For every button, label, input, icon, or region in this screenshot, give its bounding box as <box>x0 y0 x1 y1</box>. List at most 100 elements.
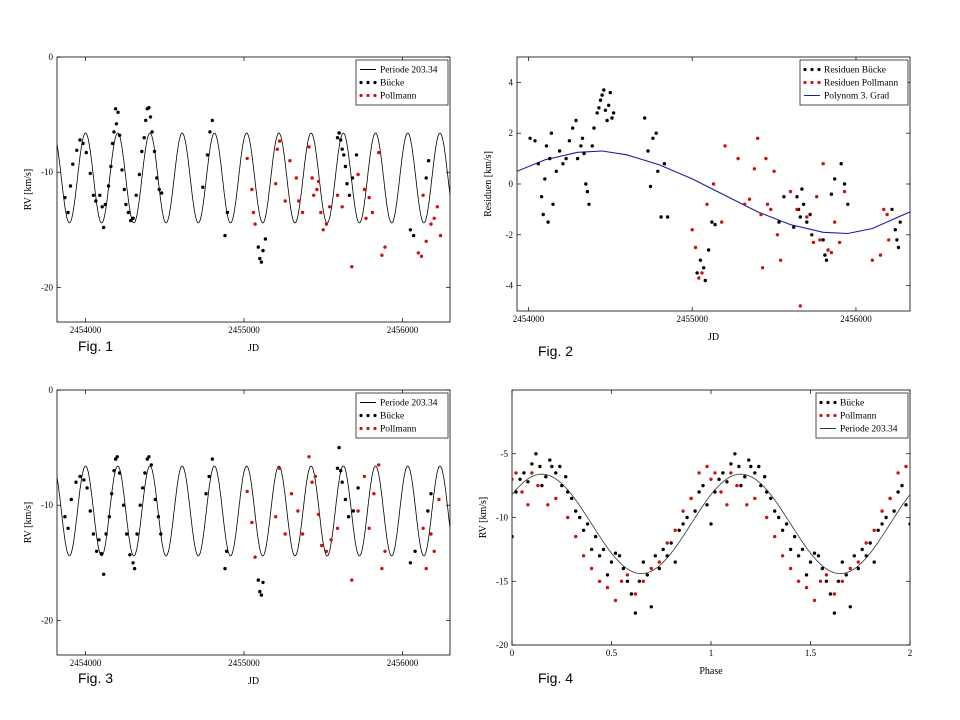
fig2-data-point <box>564 156 568 161</box>
fig4-data-point <box>804 573 809 577</box>
fig1-data-point <box>71 162 75 166</box>
fig4-legend <box>815 392 909 439</box>
fig4-data-point <box>649 566 653 571</box>
fig4-xtick-label: 0 <box>510 648 515 658</box>
fig4-data-point <box>880 522 884 526</box>
fig2-data-point <box>824 258 829 262</box>
fig1-data-point <box>424 239 428 243</box>
fig3-data-point <box>121 503 126 507</box>
fig4-data-point <box>681 522 685 526</box>
fig4-data-point <box>749 464 753 469</box>
fig2-data-point <box>602 88 606 92</box>
fig1-data-point <box>81 141 85 146</box>
fig3-xlabel: JD <box>248 676 259 687</box>
fig4-data-point <box>904 464 908 469</box>
fig4-data-point <box>530 462 534 466</box>
fig2-data-point <box>605 118 609 123</box>
fig4-ytick-label: -20 <box>496 640 508 650</box>
fig1-data-point <box>68 184 73 188</box>
fig2-data-point <box>582 151 586 156</box>
fig4-data-point <box>514 490 518 494</box>
fig4-ytick-label: -10 <box>496 513 508 523</box>
fig4-data-point <box>745 503 749 507</box>
fig4-data-point <box>753 471 757 475</box>
fig4-data-point <box>733 452 737 456</box>
fig2-data-point <box>561 162 565 166</box>
fig2-data-point <box>528 136 532 140</box>
fig3-xtick-label: 2454000 <box>70 658 102 668</box>
fig2-data-point <box>805 215 809 219</box>
fig4-data-point <box>725 480 729 484</box>
fig4-data-point <box>548 458 552 462</box>
fig3-label: Fig. 3 <box>78 670 114 686</box>
fig4-data-point <box>765 490 769 494</box>
fig2-data-point <box>878 253 883 257</box>
fig3-legend <box>355 392 449 439</box>
fig2-data-point <box>842 182 847 186</box>
fig4-data-point <box>713 490 717 494</box>
fig4-data-point <box>697 471 701 475</box>
fig3-xtick-label: 2455000 <box>228 658 260 668</box>
fig3-data-point <box>110 492 114 496</box>
fig4-data-point <box>538 464 542 469</box>
fig3-data-point <box>437 497 441 502</box>
fig2-data-point <box>720 220 724 224</box>
fig3-data-point <box>413 549 417 553</box>
fig3-data-point <box>115 455 119 459</box>
fig4-data-point <box>792 534 797 539</box>
fig1-series-red <box>245 139 443 269</box>
fig1-legend <box>355 59 449 106</box>
fig4-data-point <box>796 579 801 583</box>
fig3-data-point <box>313 474 317 479</box>
fig4-data-point <box>759 483 763 488</box>
fig4-data-point <box>530 471 534 475</box>
fig1-xtick-label: 2454000 <box>70 325 102 335</box>
fig4-data-point <box>769 496 773 501</box>
fig2-data-point <box>584 182 588 186</box>
fig2-data-point <box>833 220 837 224</box>
fig4-data-point <box>900 483 904 488</box>
fig2-data-point <box>665 215 670 219</box>
fig4-data-point <box>747 458 751 462</box>
fig2-data-point <box>837 240 842 245</box>
fig1-data-point <box>297 199 301 203</box>
fig1-data-point <box>263 237 268 241</box>
fig2-data-point <box>893 228 897 232</box>
fig3-data-point <box>421 526 425 530</box>
fig4-data-point <box>876 528 880 532</box>
fig2-ylabel: Residuen [km/s] <box>483 151 494 217</box>
fig1-data-point <box>253 222 257 226</box>
fig3-legend-dot-swatch <box>359 426 363 431</box>
fig4-data-point <box>818 579 823 583</box>
fig3-data-point <box>204 492 208 496</box>
fig2-data-point <box>574 118 578 123</box>
fig1-data-point <box>411 233 416 238</box>
fig1-data-point <box>408 228 413 232</box>
fig1-data-point <box>112 130 116 134</box>
fig2-data-point <box>536 162 540 166</box>
fig1-data-point <box>129 218 133 223</box>
fig2-xtick-label: 2455000 <box>676 314 708 324</box>
fig4-data-point <box>526 503 530 507</box>
fig3-data-point <box>131 561 135 565</box>
fig2-data-point <box>792 225 796 229</box>
fig3-ytick-label: 0 <box>49 385 54 395</box>
fig2-data-point <box>690 228 694 232</box>
fig2-ytick-label: -4 <box>506 281 514 291</box>
fig4-data-point <box>808 560 813 564</box>
fig2-data-point <box>654 131 658 135</box>
fig4-data-point <box>729 462 733 466</box>
fig3-data-point <box>283 532 287 536</box>
fig4-data-point <box>773 534 777 539</box>
fig3-data-point <box>125 532 129 536</box>
fig1-data-point <box>225 210 230 215</box>
fig4-xtick-label: 1.5 <box>805 648 817 658</box>
fig2-data-point <box>575 156 580 161</box>
fig3-xtick-label: 2456000 <box>387 658 419 668</box>
fig1-data-point <box>345 182 349 186</box>
fig2-legend-dot-swatch <box>803 67 807 72</box>
fig3-legend-dot-swatch <box>366 426 370 431</box>
fig2-data-point <box>765 202 770 206</box>
fig4-data-point <box>780 554 785 558</box>
fig4-data-point <box>864 541 868 545</box>
